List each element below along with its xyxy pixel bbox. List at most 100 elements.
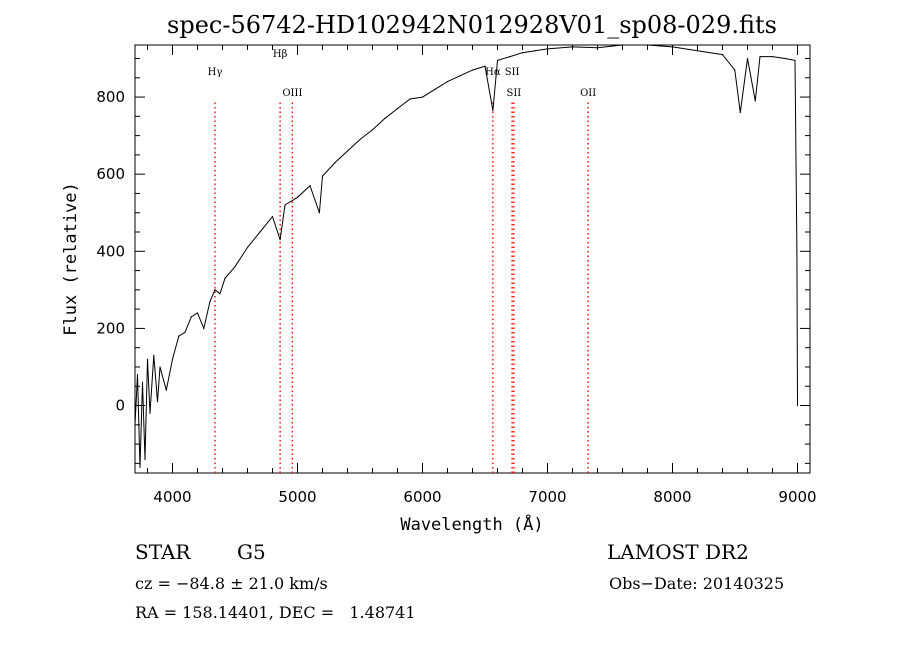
x-tick-label: 4000 xyxy=(153,488,191,506)
spectrum-line xyxy=(134,44,798,468)
spectrum-point xyxy=(190,316,192,318)
spectrum-point xyxy=(621,44,624,46)
spectrum-point xyxy=(546,48,549,50)
spectrum-point xyxy=(359,138,361,141)
x-tick-label: 8000 xyxy=(653,488,691,506)
observation-date: Obs−Date: 20140325 xyxy=(609,574,785,593)
spectrum-point xyxy=(184,331,186,333)
spectrum-point xyxy=(334,162,336,164)
line-marker-label: Hα xyxy=(485,67,501,78)
spectrum-point xyxy=(146,358,149,360)
spectrum-point xyxy=(309,185,311,187)
spectrum-point xyxy=(459,75,461,77)
line-marker-label: OII xyxy=(580,88,596,99)
spectrum-point xyxy=(209,300,211,303)
spectrum-point xyxy=(219,293,221,295)
survey-name: LAMOST DR2 xyxy=(607,540,749,564)
spectrum-point xyxy=(284,204,286,206)
spectrum-point xyxy=(156,401,159,403)
spectrum-point xyxy=(141,381,144,383)
spectrum-point xyxy=(771,55,774,58)
chart-title: spec-56742-HD102942N012928V01_sp08-029.f… xyxy=(167,11,777,39)
spectrum-point xyxy=(484,65,486,67)
axes-ticks: 4000 5000 6000 7000 8000 9000 0 200 400 600 800 xyxy=(96,45,817,506)
x-tick-label: 6000 xyxy=(403,488,441,506)
spectrum-series xyxy=(134,44,799,468)
spectrum-point xyxy=(149,412,151,414)
line-marker-label: Hβ xyxy=(273,49,288,60)
spectrum-point xyxy=(796,404,799,407)
spectrum-point xyxy=(784,57,786,60)
spectrum-point xyxy=(153,354,155,356)
line-marker-label: Hγ xyxy=(208,67,223,78)
spectrum-point xyxy=(165,389,167,391)
spectrum-point xyxy=(671,46,674,48)
spectrum-point xyxy=(246,246,249,249)
spectrum-point xyxy=(759,55,761,58)
spectrum-point xyxy=(178,335,180,337)
spectrum-point xyxy=(409,98,411,100)
spectrum-point xyxy=(171,358,174,360)
x-tick-label: 9000 xyxy=(778,488,816,506)
spectrum-point xyxy=(446,81,449,83)
spectrum-point xyxy=(734,69,736,71)
spectrum-point xyxy=(421,96,424,98)
spectrum-point xyxy=(646,44,649,46)
y-tick-label: 400 xyxy=(96,242,125,260)
y-tick-label: 800 xyxy=(96,88,125,106)
spectrum-point xyxy=(739,111,741,114)
spectrum-point xyxy=(203,327,205,330)
spectrum-point xyxy=(794,59,796,62)
spectrum-point xyxy=(196,312,199,314)
spectrum-point xyxy=(796,250,798,252)
spectrum-point xyxy=(214,289,216,291)
spectrum-point xyxy=(321,175,324,177)
sky-coordinates: RA = 158.14401, DEC = 1.48741 xyxy=(135,603,416,622)
spectrum-point xyxy=(296,196,299,198)
y-tick-label: 0 xyxy=(115,397,125,415)
spectrum-point xyxy=(234,266,236,268)
spectrum-point xyxy=(259,231,261,233)
spectrum-point xyxy=(136,374,139,376)
y-tick-label: 200 xyxy=(96,319,125,337)
redshift-value: cz = −84.8 ± 21.0 km/s xyxy=(135,574,328,593)
spectrum-point xyxy=(318,212,320,214)
spectrum-point xyxy=(139,466,141,468)
object-class: STAR xyxy=(135,540,191,564)
spectrum-point xyxy=(159,366,161,368)
spectrum-point xyxy=(496,59,499,62)
spectrum-point xyxy=(754,100,756,102)
spectrum-point xyxy=(271,215,274,218)
spectrum-point xyxy=(521,52,524,54)
spectrum-point xyxy=(571,46,574,48)
x-tick-label: 7000 xyxy=(528,488,566,506)
y-tick-label: 600 xyxy=(96,165,125,183)
spectrum-point xyxy=(746,57,749,60)
spectrum-point xyxy=(224,277,226,279)
spectrum-point xyxy=(384,117,386,119)
spectrum-point xyxy=(534,50,536,52)
object-subclass: G5 xyxy=(237,540,266,564)
x-tick-label: 5000 xyxy=(278,488,316,506)
emission-line-markers: Hγ Hβ OIII Hα SII SII OII xyxy=(208,49,596,473)
x-axis-label: Wavelength (Å) xyxy=(400,513,543,535)
line-marker-label: SII xyxy=(505,67,520,78)
spectrum-point xyxy=(596,47,599,49)
spectrum-point xyxy=(434,88,436,90)
spectrum-point xyxy=(371,129,374,131)
line-marker-label: OIII xyxy=(282,88,302,99)
spectrum-point xyxy=(492,109,494,112)
spectrum-point xyxy=(134,424,136,426)
spectrum-point xyxy=(279,239,281,241)
spectrum-point xyxy=(471,69,474,71)
spectrum-point xyxy=(509,55,511,58)
spectrum-point xyxy=(721,54,724,56)
spectrum-point xyxy=(144,458,146,461)
spectrum-point xyxy=(396,108,399,110)
spectrum-point xyxy=(696,50,699,52)
line-marker-label: SII xyxy=(506,88,521,99)
y-axis-label: Flux (relative) xyxy=(61,182,81,336)
plot-frame xyxy=(134,44,811,474)
spectrum-point xyxy=(346,150,349,152)
